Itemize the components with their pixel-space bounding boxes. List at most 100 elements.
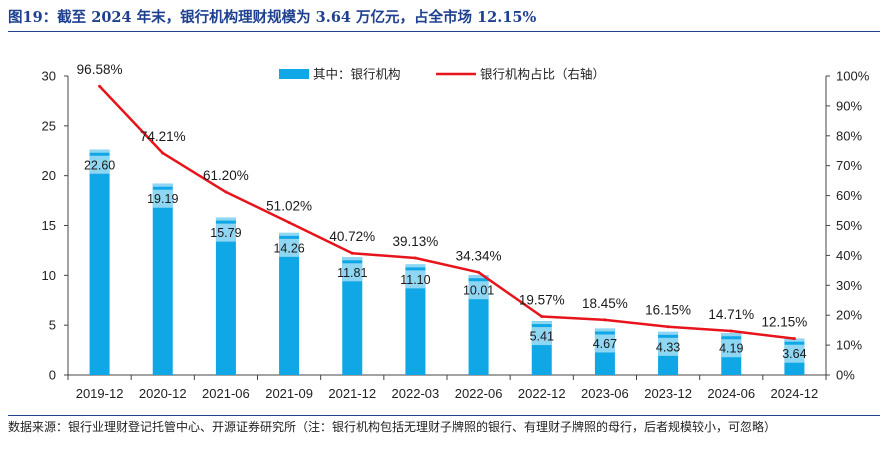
x-tick-label: 2023-12 bbox=[644, 386, 692, 401]
x-tick-label: 2024-12 bbox=[771, 386, 819, 401]
y-right-tick-label: 30% bbox=[836, 278, 862, 293]
line-value-label: 18.45% bbox=[582, 296, 628, 311]
line-value-label: 51.02% bbox=[266, 198, 312, 213]
bar-value-label: 10.01 bbox=[463, 284, 494, 298]
bar-label-backdrop bbox=[468, 281, 489, 300]
bar-label-backdrop bbox=[594, 334, 615, 353]
y-left-tick-label: 10 bbox=[42, 268, 56, 283]
line-point bbox=[540, 314, 544, 318]
line-value-label: 34.34% bbox=[456, 248, 502, 263]
bar-label-backdrop bbox=[342, 263, 363, 282]
bar-value-label: 19.19 bbox=[147, 192, 178, 206]
x-tick-label: 2023-06 bbox=[581, 386, 629, 401]
bar-value-label: 4.19 bbox=[719, 342, 743, 356]
x-tick-label: 2022-03 bbox=[392, 386, 440, 401]
line-point bbox=[477, 270, 481, 274]
y-right-tick-label: 10% bbox=[836, 338, 862, 353]
footer-divider bbox=[8, 415, 880, 416]
bar bbox=[279, 232, 300, 375]
x-tick-label: 2021-06 bbox=[202, 386, 250, 401]
bar-top-highlight bbox=[594, 328, 615, 332]
x-tick-label: 2024-06 bbox=[707, 386, 755, 401]
x-tick-label: 2021-12 bbox=[328, 386, 376, 401]
bar-label-backdrop bbox=[89, 155, 110, 174]
share-line bbox=[98, 85, 795, 340]
bar-top-highlight bbox=[468, 275, 489, 279]
legend-bar-swatch bbox=[279, 69, 309, 79]
bar-value-label: 11.81 bbox=[337, 266, 367, 280]
bar bbox=[405, 264, 426, 375]
bar-label-backdrop bbox=[279, 238, 300, 257]
line-value-label: 14.71% bbox=[708, 307, 754, 322]
bar-value-label: 4.67 bbox=[593, 337, 617, 351]
bar-label-backdrop bbox=[405, 270, 426, 289]
line-value-label: 39.13% bbox=[393, 234, 439, 249]
bar bbox=[215, 217, 236, 375]
title-divider bbox=[8, 31, 880, 32]
line-value-label: 12.15% bbox=[762, 315, 808, 330]
bar-label-backdrop bbox=[531, 327, 552, 346]
y-right-tick-label: 50% bbox=[836, 218, 862, 233]
x-tick-label: 2019-12 bbox=[76, 386, 124, 401]
bar-value-label: 4.33 bbox=[656, 340, 680, 354]
x-tick-label: 2021-09 bbox=[265, 386, 313, 401]
legend-bar-label: 其中：银行机构 bbox=[313, 67, 401, 82]
bar-top-highlight bbox=[152, 183, 173, 187]
bar bbox=[152, 183, 173, 375]
line-point bbox=[666, 325, 670, 329]
bar-value-label: 14.26 bbox=[273, 241, 304, 255]
y-right-tick-label: 60% bbox=[836, 188, 862, 203]
y-right-tick-label: 70% bbox=[836, 158, 862, 173]
legend-line-label: 银行机构占比（右轴） bbox=[480, 67, 605, 82]
bar-top-highlight bbox=[215, 217, 236, 221]
bar-top-highlight bbox=[721, 333, 742, 337]
y-left-tick-label: 25 bbox=[42, 118, 56, 133]
x-tick-label: 2020-12 bbox=[139, 386, 187, 401]
bar-value-label: 5.41 bbox=[530, 330, 554, 344]
bar bbox=[468, 275, 489, 375]
bar-label-backdrop bbox=[658, 337, 679, 356]
bar-label-backdrop bbox=[721, 339, 742, 358]
y-right-tick-label: 100% bbox=[836, 69, 870, 84]
bar-top-highlight bbox=[342, 257, 363, 261]
y-right-tick-label: 80% bbox=[836, 128, 862, 143]
x-tick-label: 2022-06 bbox=[455, 386, 503, 401]
line-point bbox=[350, 251, 354, 255]
bar-top-highlight bbox=[405, 264, 426, 268]
bar-top-highlight bbox=[784, 338, 805, 342]
y-left-tick-label: 0 bbox=[49, 368, 56, 383]
line-point bbox=[792, 337, 796, 341]
y-left-tick-label: 15 bbox=[42, 218, 56, 233]
line-point bbox=[224, 190, 228, 194]
bar-value-label: 3.64 bbox=[782, 347, 806, 361]
line-point bbox=[729, 329, 733, 333]
bar bbox=[89, 149, 110, 375]
y-left-tick-label: 20 bbox=[42, 168, 56, 183]
line-value-label: 61.20% bbox=[203, 168, 249, 183]
chart-title: 图19：截至 2024 年末，银行机构理财规模为 3.64 万亿元，占全市场 1… bbox=[8, 9, 537, 26]
y-right-tick-label: 20% bbox=[836, 308, 862, 323]
bar-top-highlight bbox=[89, 149, 110, 153]
line-point bbox=[161, 151, 165, 155]
y-right-tick-label: 0% bbox=[836, 368, 855, 383]
line-point bbox=[413, 256, 417, 260]
y-right-tick-label: 40% bbox=[836, 248, 862, 263]
bar-value-label: 22.60 bbox=[84, 158, 115, 172]
line-value-label: 16.15% bbox=[645, 303, 691, 318]
line-value-label: 19.57% bbox=[519, 292, 565, 307]
line-value-label: 40.72% bbox=[329, 229, 375, 244]
line-point bbox=[603, 318, 607, 322]
bar-value-label: 15.79 bbox=[210, 226, 241, 240]
bar-label-backdrop bbox=[152, 189, 173, 208]
line-value-label: 96.58% bbox=[77, 62, 123, 77]
bar-top-highlight bbox=[658, 331, 679, 335]
line-point bbox=[98, 84, 102, 88]
bar-value-label: 11.10 bbox=[400, 273, 430, 287]
y-right-tick-label: 90% bbox=[836, 98, 862, 113]
bar bbox=[342, 257, 363, 375]
line-value-label: 74.21% bbox=[140, 129, 186, 144]
bar-top-highlight bbox=[279, 232, 300, 236]
x-tick-label: 2022-12 bbox=[518, 386, 566, 401]
y-left-tick-label: 30 bbox=[42, 69, 56, 84]
